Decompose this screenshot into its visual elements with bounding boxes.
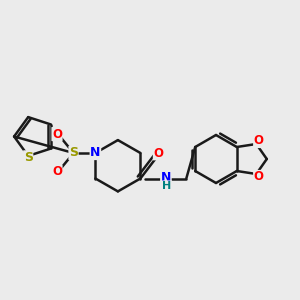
Text: S: S <box>24 151 33 164</box>
Text: O: O <box>52 165 62 178</box>
Text: H: H <box>162 181 171 191</box>
Text: O: O <box>153 147 164 160</box>
Text: O: O <box>254 134 264 148</box>
Text: O: O <box>52 128 62 141</box>
Text: O: O <box>254 170 264 184</box>
Text: S: S <box>69 146 78 160</box>
Text: N: N <box>90 146 100 160</box>
Text: N: N <box>161 171 171 184</box>
